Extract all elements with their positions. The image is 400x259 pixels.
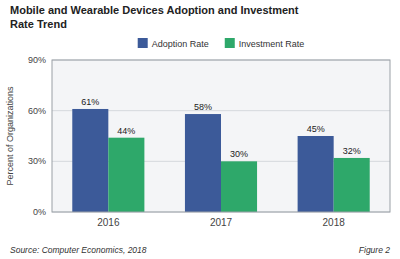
legend: Adoption Rate Investment Rate <box>138 38 305 49</box>
annotation: Figure 2 <box>359 245 390 255</box>
legend-item: Adoption Rate <box>138 38 209 49</box>
legend-item: Investment Rate <box>225 38 305 49</box>
bar <box>108 138 144 212</box>
annotation: Source: Computer Economics, 2018 <box>10 245 147 255</box>
y-tick-label: 60% <box>28 106 46 116</box>
title-line: Rate Trend <box>10 18 67 30</box>
x-tick-label: 2017 <box>210 217 233 228</box>
data-label: 30% <box>230 149 248 159</box>
data-label: 45% <box>307 124 325 134</box>
y-axis-label: Percent of Organizations <box>5 86 15 186</box>
bar <box>185 114 221 212</box>
data-label: 32% <box>343 146 361 156</box>
y-tick-label: 0% <box>33 207 46 217</box>
y-tick-label: 90% <box>28 55 46 65</box>
x-tick-label: 2018 <box>323 217 346 228</box>
bar <box>298 136 334 212</box>
legend-label: Adoption Rate <box>152 39 209 49</box>
data-label: 61% <box>81 97 99 107</box>
plot-background <box>52 60 390 212</box>
title-line: Mobile and Wearable Devices Adoption and… <box>10 4 299 16</box>
data-labels: 61% 58% 45% 44% 30% 32% <box>81 97 360 159</box>
data-label: 44% <box>117 126 135 136</box>
legend-swatch <box>225 38 235 48</box>
x-tick-label: 2016 <box>97 217 120 228</box>
chart: Mobile and Wearable Devices Adoption and… <box>0 0 400 259</box>
data-label: 58% <box>194 102 212 112</box>
legend-swatch <box>138 38 148 48</box>
title: Mobile and Wearable Devices Adoption and… <box>10 4 299 30</box>
y-tick-label: 30% <box>28 156 46 166</box>
plot-frame <box>52 60 390 212</box>
bar <box>221 161 257 212</box>
bar <box>334 158 370 212</box>
bar <box>72 109 108 212</box>
legend-label: Investment Rate <box>239 39 305 49</box>
bars <box>72 109 369 212</box>
